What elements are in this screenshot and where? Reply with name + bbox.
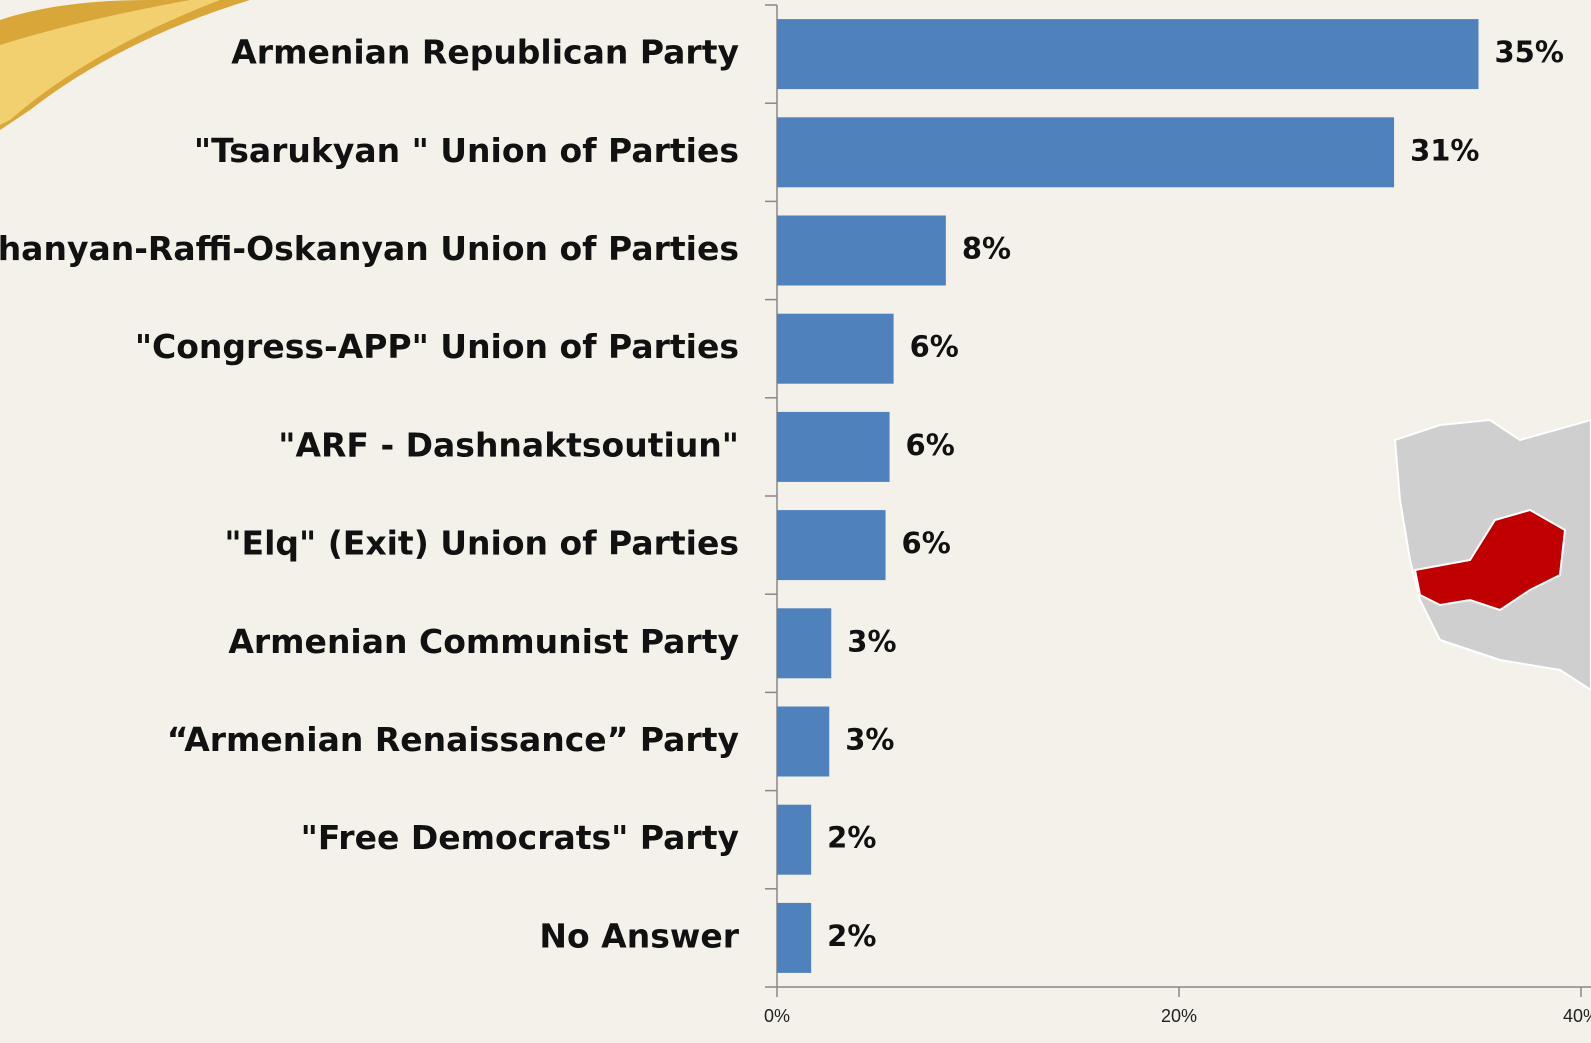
bar (777, 706, 830, 777)
x-tick-label: 40% (1563, 1006, 1591, 1026)
bar (777, 215, 946, 286)
x-tick-label: 0% (764, 1006, 790, 1026)
category-label: “Armenian Renaissance” Party (167, 720, 739, 759)
category-label: "Tsarukyan " Union of Parties (194, 131, 739, 170)
value-label: 2% (827, 919, 876, 953)
value-label: 35% (1494, 35, 1563, 69)
value-label: 6% (906, 428, 955, 462)
bar (777, 902, 812, 973)
category-label: Ohanyan-Raffi-Oskanyan Union of Parties (0, 229, 739, 268)
bar (777, 19, 1479, 90)
category-label: "Free Democrats" Party (301, 818, 739, 857)
bar (777, 804, 812, 875)
value-label: 2% (827, 821, 876, 855)
bar (777, 117, 1395, 188)
value-label: 31% (1410, 133, 1479, 167)
bar (777, 313, 894, 384)
category-label: Armenian Communist Party (228, 622, 739, 661)
category-label: Armenian Republican Party (231, 33, 739, 72)
value-label: 8% (962, 232, 1011, 266)
category-label: "ARF - Dashnaktsoutiun" (278, 425, 739, 464)
bar (777, 510, 886, 581)
bar (777, 608, 832, 679)
value-label: 3% (847, 624, 896, 658)
category-label: "Elq" (Exit) Union of Parties (224, 524, 739, 563)
value-label: 6% (902, 526, 951, 560)
bar (777, 411, 890, 482)
category-label: "Congress-APP" Union of Parties (135, 327, 739, 366)
map-region (1413, 508, 1567, 612)
value-label: 3% (845, 723, 894, 757)
decoration (0, 0, 220, 125)
x-tick-label: 20% (1161, 1006, 1197, 1026)
category-label: No Answer (539, 916, 739, 955)
value-label: 6% (910, 330, 959, 364)
